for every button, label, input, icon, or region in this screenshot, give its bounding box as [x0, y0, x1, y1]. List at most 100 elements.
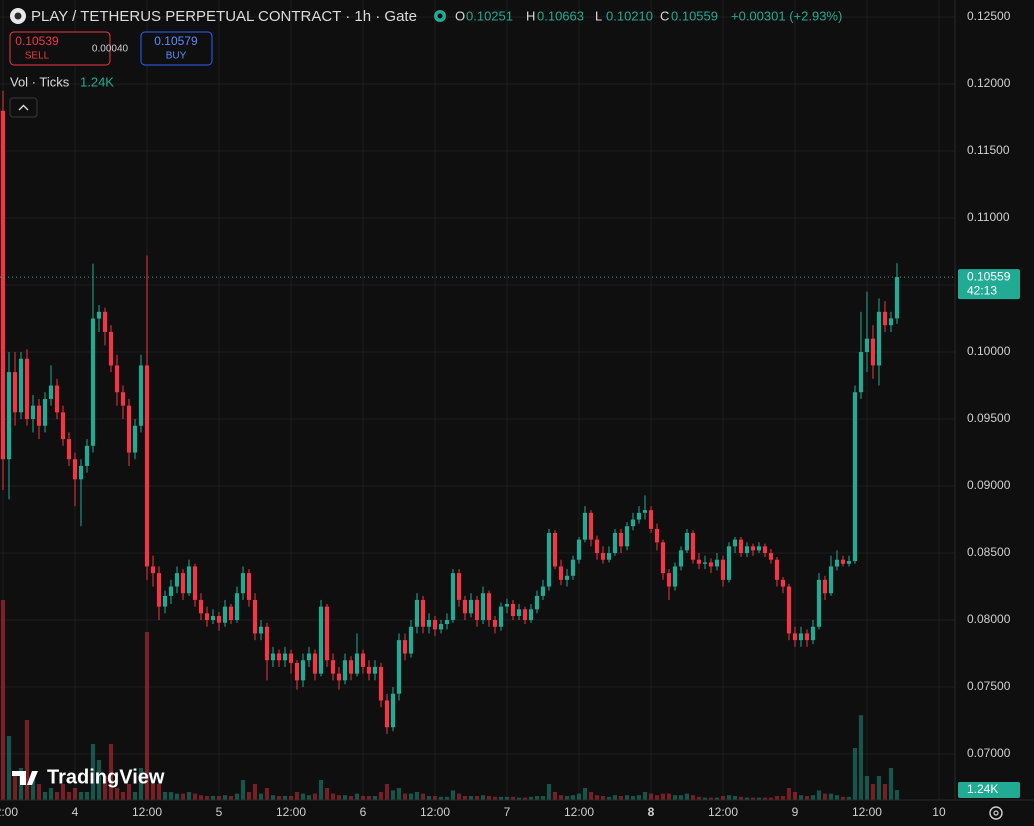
candle-body — [342, 660, 348, 681]
volume-bar — [540, 796, 546, 800]
volume-bar — [708, 797, 714, 800]
candle-body — [264, 626, 270, 661]
candle-body — [18, 358, 24, 413]
candle-body — [684, 532, 690, 551]
volume-bar — [114, 788, 120, 800]
candle-body — [150, 566, 156, 574]
volume-bar — [630, 796, 636, 800]
sell-button[interactable] — [9, 31, 111, 66]
volume-bar — [684, 793, 690, 800]
y-tick-label: 0.10000 — [967, 344, 1011, 358]
candle-body — [708, 562, 714, 567]
candle-body — [0, 110, 6, 460]
candle-body — [330, 660, 336, 674]
ohlc-key: L — [595, 8, 602, 23]
candles — [0, 90, 900, 734]
volume-bar — [324, 788, 330, 800]
volume-bar — [24, 720, 30, 800]
candle-body — [780, 579, 786, 587]
collapse-chevron — [18, 104, 29, 111]
candle-body — [300, 660, 306, 681]
volume-bar — [762, 797, 768, 800]
volume-bar — [198, 795, 204, 800]
volume-bar — [288, 796, 294, 800]
candle-body — [420, 599, 426, 627]
y-tick-label: 0.11000 — [967, 210, 1010, 224]
volume-bar — [222, 795, 228, 800]
candle-body — [66, 439, 72, 460]
volume-bar — [666, 793, 672, 800]
candle-body — [606, 553, 612, 560]
candle-body — [12, 372, 18, 413]
candle-body — [696, 559, 702, 564]
candle-body — [408, 626, 414, 654]
candle-body — [234, 593, 240, 621]
volume-bar — [66, 792, 72, 800]
ohlc-value: 0.10663 — [537, 8, 584, 23]
candle-body — [822, 579, 828, 594]
candle-body — [468, 599, 474, 614]
candle-body — [558, 566, 564, 580]
sell-price: 0.10539 — [15, 34, 59, 48]
volume-bar — [510, 796, 516, 800]
volume-bar — [354, 793, 360, 800]
candle-body — [54, 385, 60, 413]
candle-body — [138, 365, 144, 426]
candle-body — [120, 392, 126, 406]
volume-bar — [378, 792, 384, 800]
candle-body — [276, 653, 282, 661]
volume-bar — [660, 793, 666, 800]
candle-body — [810, 626, 816, 641]
volume-bar — [414, 792, 420, 800]
ohlc-key: C — [660, 8, 669, 23]
collapse-button[interactable] — [9, 97, 38, 118]
volume-bar — [600, 796, 606, 800]
spread: 0.00040 — [92, 44, 129, 55]
volume-bar — [876, 776, 882, 800]
volume-bar — [246, 792, 252, 800]
y-tick-label: 0.09000 — [967, 478, 1011, 492]
volume-bar — [888, 768, 894, 800]
y-tick-label: 0.12000 — [967, 76, 1011, 90]
volume-bar — [240, 780, 246, 800]
volume-bar — [744, 797, 750, 800]
candle-body — [714, 559, 720, 567]
candle-body — [162, 595, 168, 607]
candle-body — [84, 445, 90, 466]
candle-body — [444, 620, 450, 625]
candle-body — [702, 562, 708, 564]
settings-button[interactable] — [989, 806, 1003, 820]
candle-body — [546, 532, 552, 587]
candle-body — [216, 616, 222, 623]
volume-bar — [786, 788, 792, 800]
candle-body — [372, 666, 378, 674]
volume-bar — [450, 790, 456, 800]
sell-label: SELL — [25, 51, 50, 62]
volume-bar — [714, 797, 720, 800]
volume-bar — [258, 793, 264, 800]
candle-body — [498, 606, 504, 627]
candle-body — [666, 573, 672, 587]
volume-bar — [234, 793, 240, 800]
volume-bar — [696, 796, 702, 800]
candle-body — [594, 539, 600, 554]
volume-bar — [300, 793, 306, 800]
volume-bar — [594, 795, 600, 800]
volume-pane — [0, 600, 900, 800]
candle-body — [144, 365, 150, 567]
volume-bar — [498, 796, 504, 800]
buy-button[interactable] — [140, 31, 213, 66]
candle-body — [30, 405, 36, 420]
candle-body — [564, 575, 570, 580]
candle-body — [846, 561, 852, 564]
candle-body — [648, 510, 654, 529]
x-tick-label: 12:00 — [0, 805, 18, 819]
volume-bar — [276, 796, 282, 800]
candle-body — [552, 532, 558, 567]
volume-bar — [132, 792, 138, 800]
candle-body — [852, 392, 858, 562]
y-tick-label: 0.08500 — [967, 545, 1011, 559]
candle-body — [366, 666, 372, 674]
candle-body — [858, 352, 864, 393]
